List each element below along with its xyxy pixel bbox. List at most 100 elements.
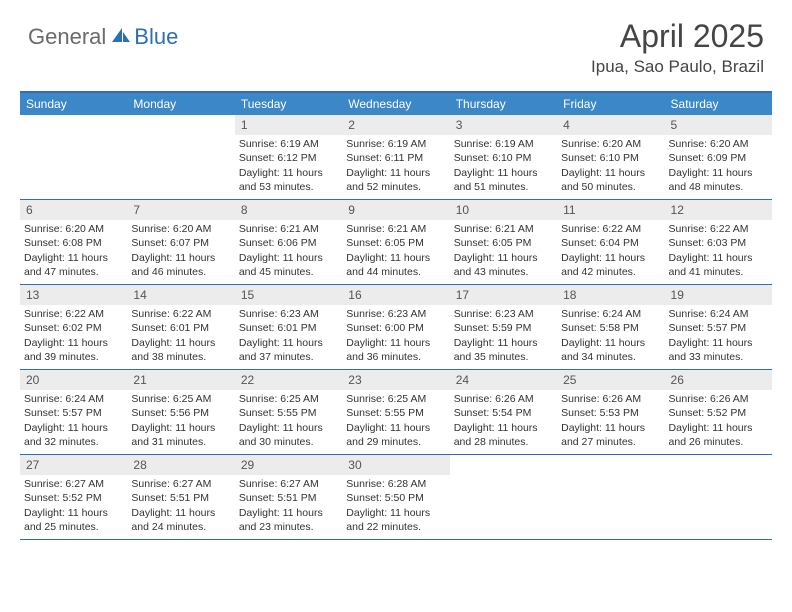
day-body: Sunrise: 6:20 AMSunset: 6:10 PMDaylight:… xyxy=(557,135,664,198)
day-cell: 18 Sunrise: 6:24 AMSunset: 5:58 PMDayligh… xyxy=(557,285,664,369)
sunset-text: Sunset: 5:55 PM xyxy=(346,406,445,420)
daylight-text: Daylight: 11 hours and 34 minutes. xyxy=(561,336,660,364)
day-number: 19 xyxy=(665,285,772,305)
sunrise-text: Sunrise: 6:28 AM xyxy=(346,477,445,491)
day-cell: 2Sunrise: 6:19 AMSunset: 6:11 PMDaylight… xyxy=(342,115,449,199)
sunset-text: Sunset: 6:07 PM xyxy=(131,236,230,250)
sunrise-text: Sunrise: 6:21 AM xyxy=(346,222,445,236)
sunrise-text: Sunrise: 6:21 AM xyxy=(239,222,338,236)
day-body: Sunrise: 6:24 AMSunset: 5:57 PMDaylight:… xyxy=(665,305,772,368)
day-cell: 8 Sunrise: 6:21 AMSunset: 6:06 PMDaylight… xyxy=(235,200,342,284)
daylight-text: Daylight: 11 hours and 52 minutes. xyxy=(346,166,445,194)
sunset-text: Sunset: 5:50 PM xyxy=(346,491,445,505)
sunset-text: Sunset: 6:04 PM xyxy=(561,236,660,250)
page-header: General Blue April 2025 Ipua, Sao Paulo,… xyxy=(0,0,792,85)
day-cell: 12Sunrise: 6:22 AMSunset: 6:03 PMDayligh… xyxy=(665,200,772,284)
sunrise-text: Sunrise: 6:20 AM xyxy=(24,222,123,236)
day-cell: 10Sunrise: 6:21 AMSunset: 6:05 PMDayligh… xyxy=(450,200,557,284)
day-number: 18 xyxy=(557,285,664,305)
day-body: Sunrise: 6:27 AMSunset: 5:51 PMDaylight:… xyxy=(235,475,342,538)
sunrise-text: Sunrise: 6:19 AM xyxy=(346,137,445,151)
day-body: Sunrise: 6:25 AMSunset: 5:55 PMDaylight:… xyxy=(342,390,449,453)
day-body: Sunrise: 6:19 AMSunset: 6:12 PMDaylight:… xyxy=(235,135,342,198)
daylight-text: Daylight: 11 hours and 36 minutes. xyxy=(346,336,445,364)
day-body: Sunrise: 6:23 AMSunset: 6:00 PMDaylight:… xyxy=(342,305,449,368)
sunrise-text: Sunrise: 6:26 AM xyxy=(561,392,660,406)
day-number: 8 xyxy=(235,200,342,220)
day-cell: 7Sunrise: 6:20 AMSunset: 6:07 PMDaylight… xyxy=(127,200,234,284)
day-cell: 15Sunrise: 6:23 AMSunset: 6:01 PMDayligh… xyxy=(235,285,342,369)
sunset-text: Sunset: 6:01 PM xyxy=(131,321,230,335)
sunset-text: Sunset: 5:57 PM xyxy=(24,406,123,420)
day-cell: 21Sunrise: 6:25 AMSunset: 5:56 PMDayligh… xyxy=(127,370,234,454)
day-cell: 6Sunrise: 6:20 AMSunset: 6:08 PMDaylight… xyxy=(20,200,127,284)
daylight-text: Daylight: 11 hours and 29 minutes. xyxy=(346,421,445,449)
dow-monday: Monday xyxy=(127,93,234,115)
sunset-text: Sunset: 5:59 PM xyxy=(454,321,553,335)
day-cell: 25Sunrise: 6:26 AMSunset: 5:53 PMDayligh… xyxy=(557,370,664,454)
sunset-text: Sunset: 6:06 PM xyxy=(239,236,338,250)
day-cell: 29Sunrise: 6:27 AMSunset: 5:51 PMDayligh… xyxy=(235,455,342,539)
sunrise-text: Sunrise: 6:20 AM xyxy=(131,222,230,236)
sunrise-text: Sunrise: 6:22 AM xyxy=(561,222,660,236)
daylight-text: Daylight: 11 hours and 24 minutes. xyxy=(131,506,230,534)
daylight-text: Daylight: 11 hours and 53 minutes. xyxy=(239,166,338,194)
sunset-text: Sunset: 6:10 PM xyxy=(561,151,660,165)
sunrise-text: Sunrise: 6:19 AM xyxy=(454,137,553,151)
day-body: Sunrise: 6:20 AMSunset: 6:09 PMDaylight:… xyxy=(665,135,772,198)
daylight-text: Daylight: 11 hours and 27 minutes. xyxy=(561,421,660,449)
day-cell: 4Sunrise: 6:20 AMSunset: 6:10 PMDaylight… xyxy=(557,115,664,199)
day-body: Sunrise: 6:22 AMSunset: 6:02 PMDaylight:… xyxy=(20,305,127,368)
week-row: 6Sunrise: 6:20 AMSunset: 6:08 PMDaylight… xyxy=(20,200,772,285)
sunset-text: Sunset: 6:02 PM xyxy=(24,321,123,335)
sunrise-text: Sunrise: 6:25 AM xyxy=(131,392,230,406)
day-body: Sunrise: 6:22 AMSunset: 6:04 PMDaylight:… xyxy=(557,220,664,283)
day-body: Sunrise: 6:21 AMSunset: 6:05 PMDaylight:… xyxy=(450,220,557,283)
day-number: 20 xyxy=(20,370,127,390)
day-number: 17 xyxy=(450,285,557,305)
day-cell: 27Sunrise: 6:27 AMSunset: 5:52 PMDayligh… xyxy=(20,455,127,539)
day-body: Sunrise: 6:26 AMSunset: 5:52 PMDaylight:… xyxy=(665,390,772,453)
daylight-text: Daylight: 11 hours and 35 minutes. xyxy=(454,336,553,364)
sunset-text: Sunset: 5:55 PM xyxy=(239,406,338,420)
day-cell: 16Sunrise: 6:23 AMSunset: 6:00 PMDayligh… xyxy=(342,285,449,369)
sunset-text: Sunset: 6:09 PM xyxy=(669,151,768,165)
day-body: Sunrise: 6:22 AMSunset: 6:01 PMDaylight:… xyxy=(127,305,234,368)
day-number: 6 xyxy=(20,200,127,220)
daylight-text: Daylight: 11 hours and 22 minutes. xyxy=(346,506,445,534)
day-cell: 17Sunrise: 6:23 AMSunset: 5:59 PMDayligh… xyxy=(450,285,557,369)
day-number: 22 xyxy=(235,370,342,390)
sunset-text: Sunset: 5:56 PM xyxy=(131,406,230,420)
sunrise-text: Sunrise: 6:25 AM xyxy=(346,392,445,406)
sunrise-text: Sunrise: 6:23 AM xyxy=(346,307,445,321)
daylight-text: Daylight: 11 hours and 48 minutes. xyxy=(669,166,768,194)
day-cell: 3Sunrise: 6:19 AMSunset: 6:10 PMDaylight… xyxy=(450,115,557,199)
sunset-text: Sunset: 5:51 PM xyxy=(239,491,338,505)
daylight-text: Daylight: 11 hours and 45 minutes. xyxy=(239,251,338,279)
daylight-text: Daylight: 11 hours and 33 minutes. xyxy=(669,336,768,364)
sunset-text: Sunset: 5:53 PM xyxy=(561,406,660,420)
sunset-text: Sunset: 5:58 PM xyxy=(561,321,660,335)
day-cell xyxy=(665,455,772,539)
day-body: Sunrise: 6:25 AMSunset: 5:55 PMDaylight:… xyxy=(235,390,342,453)
sunset-text: Sunset: 6:11 PM xyxy=(346,151,445,165)
sunset-text: Sunset: 6:05 PM xyxy=(346,236,445,250)
sunrise-text: Sunrise: 6:25 AM xyxy=(239,392,338,406)
day-body: Sunrise: 6:26 AMSunset: 5:53 PMDaylight:… xyxy=(557,390,664,453)
daylight-text: Daylight: 11 hours and 47 minutes. xyxy=(24,251,123,279)
sunset-text: Sunset: 6:10 PM xyxy=(454,151,553,165)
day-number: 9 xyxy=(342,200,449,220)
day-number: 26 xyxy=(665,370,772,390)
week-row: 13Sunrise: 6:22 AMSunset: 6:02 PMDayligh… xyxy=(20,285,772,370)
day-cell: 19Sunrise: 6:24 AMSunset: 5:57 PMDayligh… xyxy=(665,285,772,369)
day-body: Sunrise: 6:22 AMSunset: 6:03 PMDaylight:… xyxy=(665,220,772,283)
day-number: 15 xyxy=(235,285,342,305)
day-cell: 5Sunrise: 6:20 AMSunset: 6:09 PMDaylight… xyxy=(665,115,772,199)
sunrise-text: Sunrise: 6:24 AM xyxy=(561,307,660,321)
daylight-text: Daylight: 11 hours and 37 minutes. xyxy=(239,336,338,364)
dow-tuesday: Tuesday xyxy=(235,93,342,115)
sunset-text: Sunset: 6:12 PM xyxy=(239,151,338,165)
sunset-text: Sunset: 6:00 PM xyxy=(346,321,445,335)
day-cell xyxy=(450,455,557,539)
daylight-text: Daylight: 11 hours and 39 minutes. xyxy=(24,336,123,364)
